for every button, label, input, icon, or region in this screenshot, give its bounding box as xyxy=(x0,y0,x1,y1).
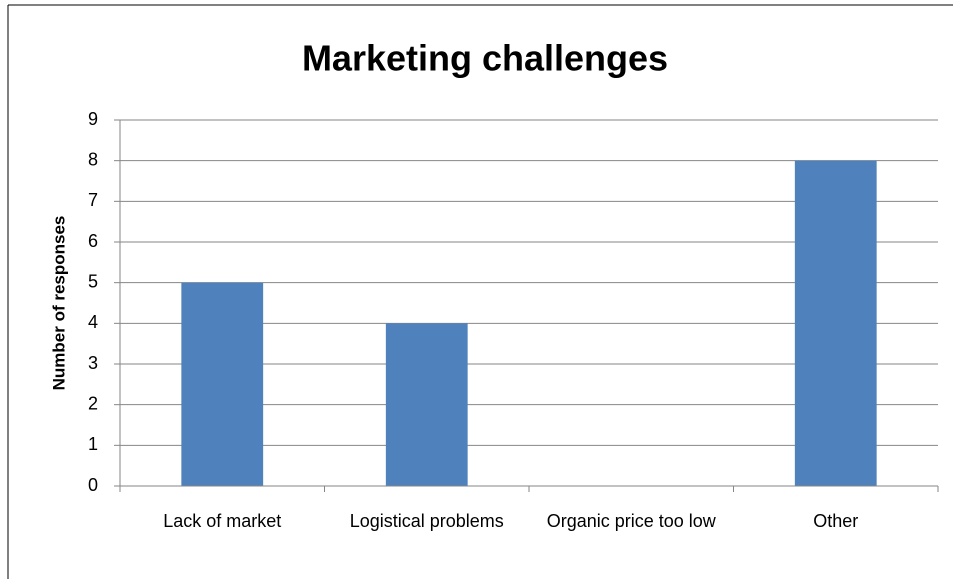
y-tick-label: 3 xyxy=(88,353,98,373)
x-tick-label: Organic price too low xyxy=(546,511,716,531)
x-tick-label: Other xyxy=(813,511,859,531)
y-tick-label: 0 xyxy=(88,475,98,495)
y-tick-label: 2 xyxy=(88,393,98,413)
y-tick-label: 8 xyxy=(88,149,98,169)
y-tick-label: 9 xyxy=(88,109,98,129)
y-tick-label: 6 xyxy=(88,231,98,251)
y-tick-label: 1 xyxy=(88,434,98,454)
x-tick-label: Logistical problems xyxy=(349,511,504,531)
x-tick-label: Lack of market xyxy=(163,511,282,531)
y-axis-label: Number of responses xyxy=(49,216,68,391)
bar xyxy=(794,160,877,486)
chart-title: Marketing challenges xyxy=(302,38,668,79)
y-tick-label: 4 xyxy=(88,312,98,332)
y-tick-label: 7 xyxy=(88,190,98,210)
bar xyxy=(181,282,264,486)
bar xyxy=(385,323,468,486)
y-tick-label: 5 xyxy=(88,271,98,291)
